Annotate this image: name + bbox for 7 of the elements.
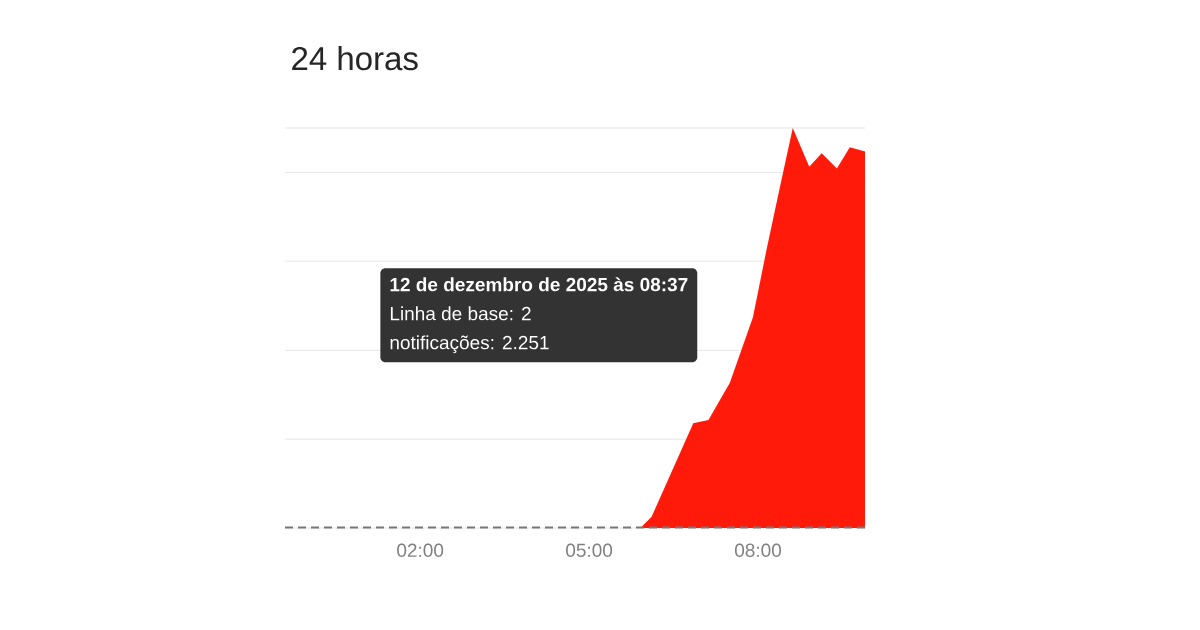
x-tick-label: 02:00: [397, 543, 444, 557]
annotation: notificações: 2.251: [390, 335, 549, 354]
annotation: 12 de dezembro de 2025 às 08:37: [390, 277, 688, 292]
x-tick-label: 08:00: [734, 543, 782, 557]
chart-title: 24 horas: [292, 46, 418, 71]
x-tick-label: 05:00: [566, 543, 613, 557]
annotation: Linha de base: 2: [390, 306, 531, 321]
